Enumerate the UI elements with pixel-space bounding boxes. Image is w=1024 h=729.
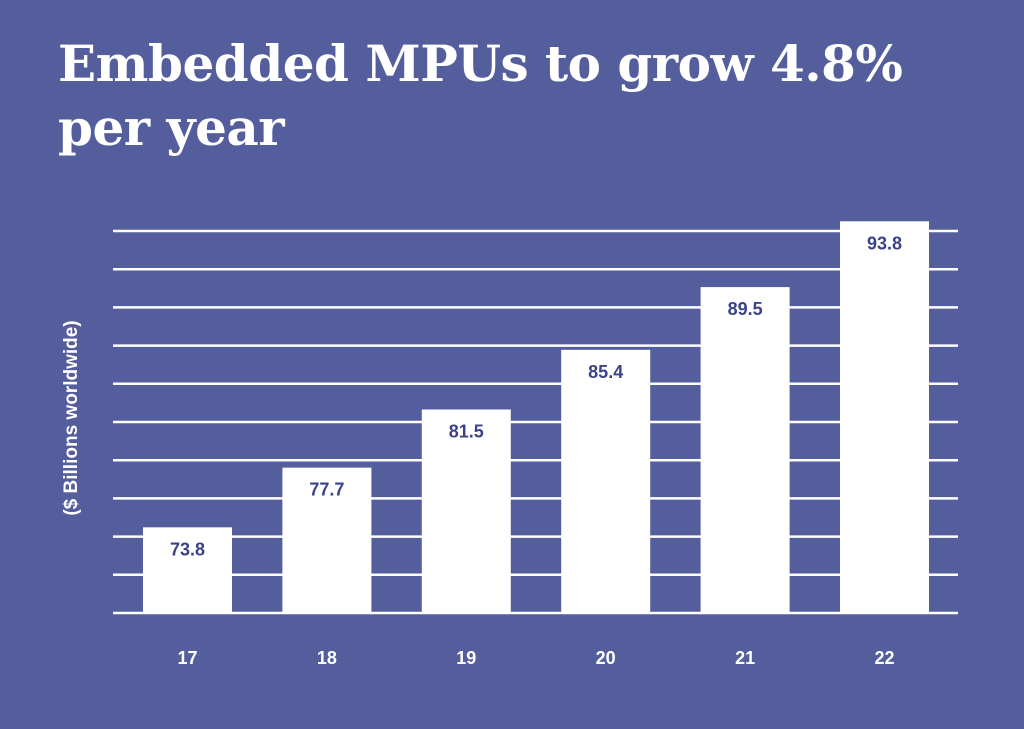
value-label-20: 85.4 [588,362,623,382]
value-labels: 73.8 77.7 81.5 85.4 89.5 93.8 [170,233,902,559]
bar-20 [561,349,651,613]
value-label-19: 81.5 [449,422,484,442]
x-tick-label-17: 17 [177,648,197,668]
value-label-18: 77.7 [309,480,344,500]
value-label-22: 93.8 [867,233,902,253]
x-tick-label-21: 21 [735,648,755,668]
x-axis-ticks: 17 18 19 20 21 22 [177,648,894,668]
bar-21 [700,287,790,613]
value-label-17: 73.8 [170,539,205,559]
x-tick-label-20: 20 [596,648,616,668]
bar-19 [421,409,511,613]
value-label-21: 89.5 [728,299,763,319]
x-tick-label-22: 22 [874,648,894,668]
gridlines [113,229,958,615]
bar-22 [840,221,929,613]
bar-17 [143,527,232,613]
chart-title: Embedded MPUs to grow 4.8% per year [58,34,903,157]
x-tick-label-18: 18 [317,648,337,668]
bars [143,221,929,613]
x-tick-label-19: 19 [456,648,476,668]
bar-18 [282,467,372,613]
